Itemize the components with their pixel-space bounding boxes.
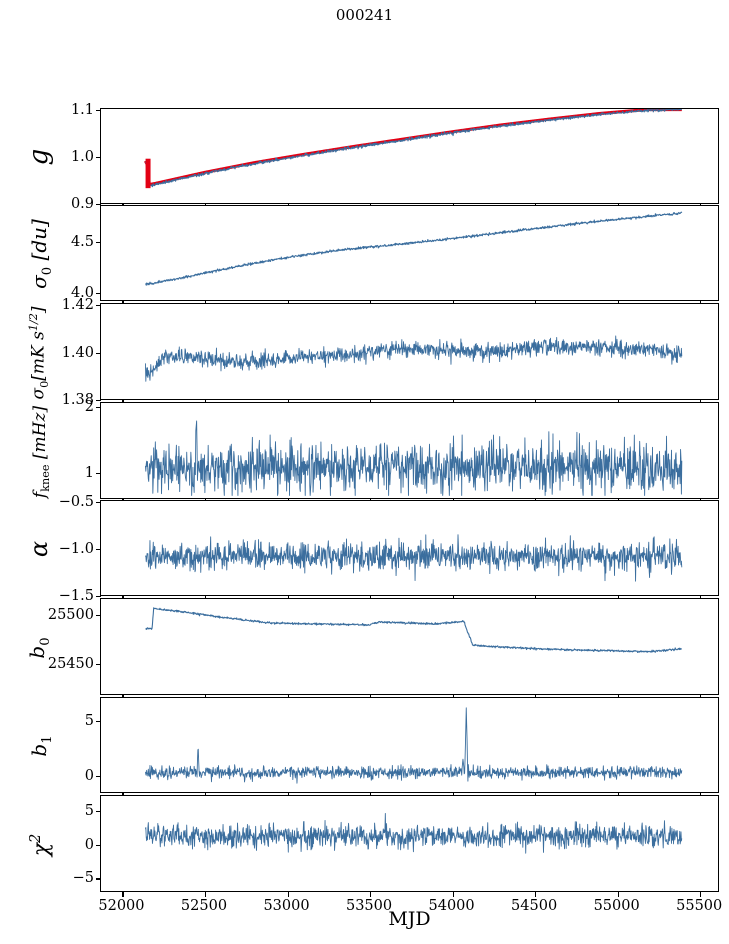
panel-sigma0_mK: 1.38 1.40 1.42 σ0[mK s1/2] [27, 298, 719, 407]
series-b0 [145, 607, 683, 654]
y-tick-label: −5 [72, 870, 94, 887]
x-tick-mark [617, 891, 619, 897]
x-tick-label: 54500 [511, 898, 558, 914]
panel-sigma0_du: 4.0 4.5 σ0 [du] [27, 205, 719, 306]
x-tick-mark [370, 891, 372, 897]
x-axis-label: MJD [388, 908, 431, 930]
y-tick-mark [96, 663, 101, 665]
x-tick-mark [700, 891, 702, 897]
y-tick-label: 5 [84, 802, 94, 819]
y-tick-label: 5 [84, 712, 94, 729]
y-tick-mark [96, 400, 101, 402]
y-tick-label: −1.5 [58, 587, 94, 604]
y-tick-mark [96, 549, 101, 551]
y-tick-mark [96, 878, 101, 880]
x-tick-label: 52000 [98, 898, 145, 914]
x-tick-mark [535, 891, 537, 897]
y-tick-label: 25450 [47, 655, 94, 672]
series-gain-fit [143, 109, 683, 186]
series-b1 [144, 707, 683, 784]
y-tick-mark [96, 614, 101, 616]
y-tick-mark [96, 242, 101, 244]
y-tick-label: 1.42 [61, 296, 94, 313]
x-tick-label: 53000 [263, 898, 310, 914]
y-tick-mark [96, 810, 101, 812]
series-sigma0_du [144, 211, 683, 286]
y-tick-mark [96, 775, 101, 777]
y-tick-mark [96, 720, 101, 722]
y-tick-label: 1.40 [61, 344, 94, 361]
panel-alpha: −1.5 −1.0 −0.5 α [25, 495, 719, 603]
x-tick-label: 55000 [593, 898, 640, 914]
figure-title: 000241 [335, 6, 394, 24]
series-alpha [145, 534, 683, 582]
y-tick-label: 2 [84, 399, 94, 416]
x-tick-mark [122, 891, 124, 897]
x-tick-mark [204, 891, 207, 897]
series-sigma0_mK [144, 335, 683, 382]
y-tick-mark [96, 352, 101, 354]
panel-chi2: −5 0 5 χ2 [28, 795, 719, 897]
y-tick-mark [96, 472, 101, 474]
x-tick-label: 55500 [676, 898, 723, 914]
y-axis-label-gain: g [24, 148, 54, 166]
x-tick-mark [287, 891, 289, 897]
series-f_knee [144, 420, 683, 496]
panel-gain: 0.9 1.0 1.1 g [24, 103, 719, 211]
y-tick-label: −0.5 [58, 493, 94, 510]
series-chi2 [144, 812, 683, 854]
y-axis-label-b1: b1 [27, 735, 55, 757]
y-tick-label: 0.9 [70, 195, 94, 212]
y-tick-mark [96, 596, 101, 598]
panel-b1: 0 5 b1 [27, 697, 719, 798]
y-axis-label-sigma0_mK: σ0[mK s1/2] [26, 305, 52, 400]
x-tick-mark [452, 891, 454, 897]
y-tick-mark [96, 407, 101, 409]
y-tick-label: 4.5 [70, 234, 94, 251]
x-tick-label: 52500 [180, 898, 228, 914]
y-axis-label-sigma0_du: σ0 [du] [27, 219, 55, 289]
y-tick-mark [96, 292, 101, 294]
panel-b0: 25450 25500 b0 [25, 598, 719, 700]
y-tick-mark [96, 844, 101, 846]
y-tick-label: 0 [84, 836, 94, 853]
y-axis-label-b0: b0 [25, 636, 53, 659]
y-tick-label: 1.38 [61, 391, 94, 408]
y-tick-mark [96, 305, 101, 307]
y-axis-label-f_knee: fknee [mHz] [29, 405, 53, 498]
y-tick-label: 1.0 [70, 148, 94, 165]
series-gain [143, 109, 683, 189]
y-axis-label-chi2: χ2 [27, 833, 55, 856]
x-tick-label: 53500 [345, 898, 393, 914]
y-tick-label: 25500 [47, 606, 94, 623]
panel-f_knee: 1 2 fknee [mHz] [30, 400, 719, 504]
y-tick-mark [96, 110, 101, 112]
y-tick-label: −1.0 [58, 540, 94, 557]
y-tick-label: 0 [84, 767, 94, 784]
y-tick-label: 1.1 [70, 101, 94, 118]
y-tick-label: 1 [84, 464, 94, 481]
y-tick-label: 4.0 [70, 284, 94, 301]
y-axis-label-alpha: α [25, 540, 53, 558]
y-tick-mark [96, 502, 101, 504]
x-tick-label: 54000 [428, 898, 475, 914]
y-tick-mark [96, 157, 101, 159]
y-tick-mark [96, 204, 101, 206]
